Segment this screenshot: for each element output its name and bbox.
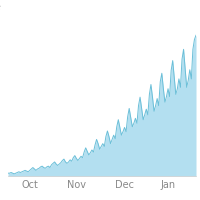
Text: ole: ole [0, 2, 1, 12]
